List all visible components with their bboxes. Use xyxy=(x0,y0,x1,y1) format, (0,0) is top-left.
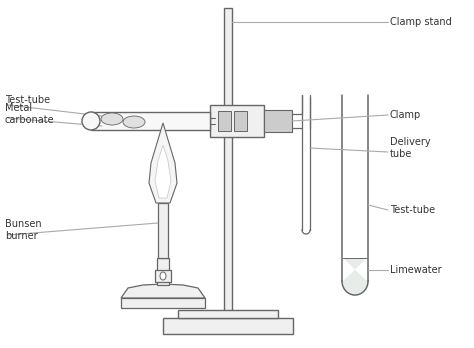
Bar xyxy=(210,105,264,137)
Bar xyxy=(234,111,247,131)
Bar xyxy=(158,203,168,258)
Ellipse shape xyxy=(160,272,166,280)
Polygon shape xyxy=(155,145,171,198)
Text: Limewater: Limewater xyxy=(390,265,442,275)
Polygon shape xyxy=(121,284,205,298)
Bar xyxy=(155,270,171,282)
Text: Metal
carbonate: Metal carbonate xyxy=(5,103,55,125)
Bar xyxy=(264,110,292,132)
Ellipse shape xyxy=(82,112,100,130)
Bar xyxy=(121,298,205,308)
Text: Clamp stand: Clamp stand xyxy=(390,17,452,27)
Bar xyxy=(224,8,232,330)
Polygon shape xyxy=(343,258,367,294)
Text: Test-tube: Test-tube xyxy=(390,205,435,215)
Ellipse shape xyxy=(101,113,123,125)
Bar xyxy=(218,111,231,131)
Polygon shape xyxy=(149,123,177,203)
Bar xyxy=(163,318,293,334)
Ellipse shape xyxy=(123,116,145,128)
Text: Delivery
tube: Delivery tube xyxy=(390,137,430,159)
Bar xyxy=(178,310,278,318)
Text: Test-tube: Test-tube xyxy=(5,95,50,105)
Bar xyxy=(91,112,210,130)
Text: Bunsen
burner: Bunsen burner xyxy=(5,219,42,241)
Bar xyxy=(157,258,169,285)
Text: Clamp: Clamp xyxy=(390,110,421,120)
